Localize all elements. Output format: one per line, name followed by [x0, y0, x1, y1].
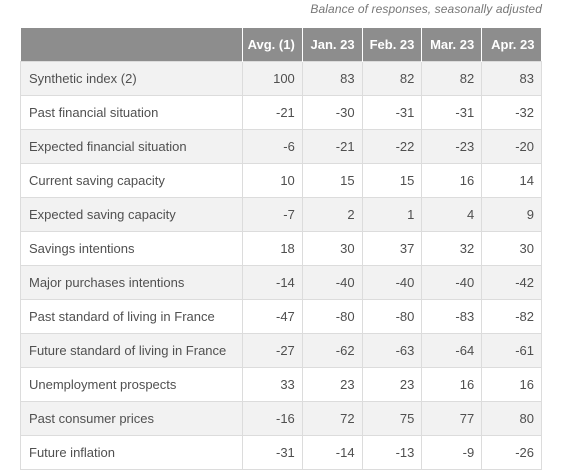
- value-cell: -20: [481, 129, 542, 164]
- value-cell: 72: [301, 401, 363, 436]
- value-cell: 18: [242, 231, 303, 266]
- table-caption: Balance of responses, seasonally adjuste…: [310, 2, 542, 16]
- value-cell: -9: [421, 435, 483, 470]
- value-cell: -26: [481, 435, 542, 470]
- value-cell: 10: [242, 163, 303, 198]
- table-row: Future inflation -31 -14 -13 -9 -26: [20, 435, 542, 470]
- consumer-confidence-table: Avg. (1) Jan. 23 Feb. 23 Mar. 23 Apr. 23…: [20, 28, 542, 470]
- value-cell: -21: [301, 129, 363, 164]
- header-cell-jan: Jan. 23: [302, 28, 363, 62]
- value-cell: -64: [421, 333, 483, 368]
- table-row: Expected saving capacity -7 2 1 4 9: [20, 197, 542, 232]
- row-label: Future inflation: [20, 435, 243, 470]
- value-cell: 82: [361, 61, 423, 96]
- value-cell: -6: [242, 129, 303, 164]
- row-label: Unemployment prospects: [20, 367, 243, 402]
- value-cell: -42: [481, 265, 542, 300]
- row-label: Expected saving capacity: [20, 197, 243, 232]
- value-cell: 83: [481, 61, 542, 96]
- value-cell: -40: [361, 265, 423, 300]
- row-label: Synthetic index (2): [20, 61, 243, 96]
- value-cell: 75: [361, 401, 423, 436]
- value-cell: -13: [361, 435, 423, 470]
- value-cell: -23: [421, 129, 483, 164]
- value-cell: -31: [242, 435, 303, 470]
- value-cell: 77: [421, 401, 483, 436]
- table-row: Major purchases intentions -14 -40 -40 -40 -4…: [20, 265, 542, 300]
- value-cell: 30: [481, 231, 542, 266]
- table-row: Future standard of living in France -27 -6…: [20, 333, 542, 368]
- value-cell: -47: [242, 299, 303, 334]
- value-cell: 1: [361, 197, 423, 232]
- value-cell: 15: [361, 163, 423, 198]
- row-label: Expected financial situation: [20, 129, 243, 164]
- header-cell-mar: Mar. 23: [421, 28, 483, 62]
- value-cell: 2: [301, 197, 363, 232]
- value-cell: 9: [481, 197, 542, 232]
- value-cell: -82: [481, 299, 542, 334]
- value-cell: 37: [361, 231, 423, 266]
- table-row: Savings intentions 18 30 37 32 30: [20, 231, 542, 266]
- table-header-row: Avg. (1) Jan. 23 Feb. 23 Mar. 23 Apr. 23: [20, 28, 542, 62]
- value-cell: 23: [301, 367, 363, 402]
- value-cell: 32: [421, 231, 483, 266]
- value-cell: 4: [421, 197, 483, 232]
- value-cell: -83: [421, 299, 483, 334]
- header-cell-average: Avg. (1): [242, 28, 303, 62]
- row-label: Past consumer prices: [20, 401, 243, 436]
- value-cell: 14: [481, 163, 542, 198]
- row-label: Savings intentions: [20, 231, 243, 266]
- value-cell: -14: [242, 265, 303, 300]
- value-cell: 15: [301, 163, 363, 198]
- row-label: Major purchases intentions: [20, 265, 243, 300]
- value-cell: -32: [481, 95, 542, 130]
- value-cell: 16: [481, 367, 542, 402]
- row-label: Current saving capacity: [20, 163, 243, 198]
- value-cell: 23: [361, 367, 423, 402]
- value-cell: -80: [301, 299, 363, 334]
- value-cell: 82: [421, 61, 483, 96]
- value-cell: 80: [481, 401, 542, 436]
- value-cell: -27: [242, 333, 303, 368]
- value-cell: -62: [301, 333, 363, 368]
- value-cell: -31: [421, 95, 483, 130]
- row-label: Past standard of living in France: [20, 299, 243, 334]
- row-label: Future standard of living in France: [20, 333, 243, 368]
- table-body: Synthetic index (2) 100 83 82 82 83 Past finan…: [20, 61, 542, 470]
- value-cell: -40: [301, 265, 363, 300]
- value-cell: -63: [361, 333, 423, 368]
- table-row: Past consumer prices -16 72 75 77 80: [20, 401, 542, 436]
- table-row: Synthetic index (2) 100 83 82 82 83: [20, 61, 542, 96]
- value-cell: 30: [301, 231, 363, 266]
- table-row: Unemployment prospects 33 23 23 16 16: [20, 367, 542, 402]
- value-cell: -30: [301, 95, 363, 130]
- value-cell: -40: [421, 265, 483, 300]
- value-cell: -14: [301, 435, 363, 470]
- value-cell: -22: [361, 129, 423, 164]
- value-cell: -16: [242, 401, 303, 436]
- value-cell: 83: [301, 61, 363, 96]
- value-cell: -21: [242, 95, 303, 130]
- value-cell: 16: [421, 163, 483, 198]
- value-cell: 33: [242, 367, 303, 402]
- table-row: Current saving capacity 10 15 15 16 14: [20, 163, 542, 198]
- table-row: Past standard of living in France -47 -80-…: [20, 299, 542, 334]
- table-row: Past financial situation -21 -30 -31 -31 -32: [20, 95, 542, 130]
- value-cell: -80: [361, 299, 423, 334]
- value-cell: -7: [242, 197, 303, 232]
- value-cell: 100: [242, 61, 303, 96]
- header-cell-apr: Apr. 23: [481, 28, 542, 62]
- value-cell: -31: [361, 95, 423, 130]
- row-label: Past financial situation: [20, 95, 243, 130]
- table-row: Expected financial situation -6 -21 -22 -23-…: [20, 129, 542, 164]
- header-cell-label: [20, 28, 243, 62]
- value-cell: -61: [481, 333, 542, 368]
- value-cell: 16: [421, 367, 483, 402]
- header-cell-feb: Feb. 23: [362, 28, 423, 62]
